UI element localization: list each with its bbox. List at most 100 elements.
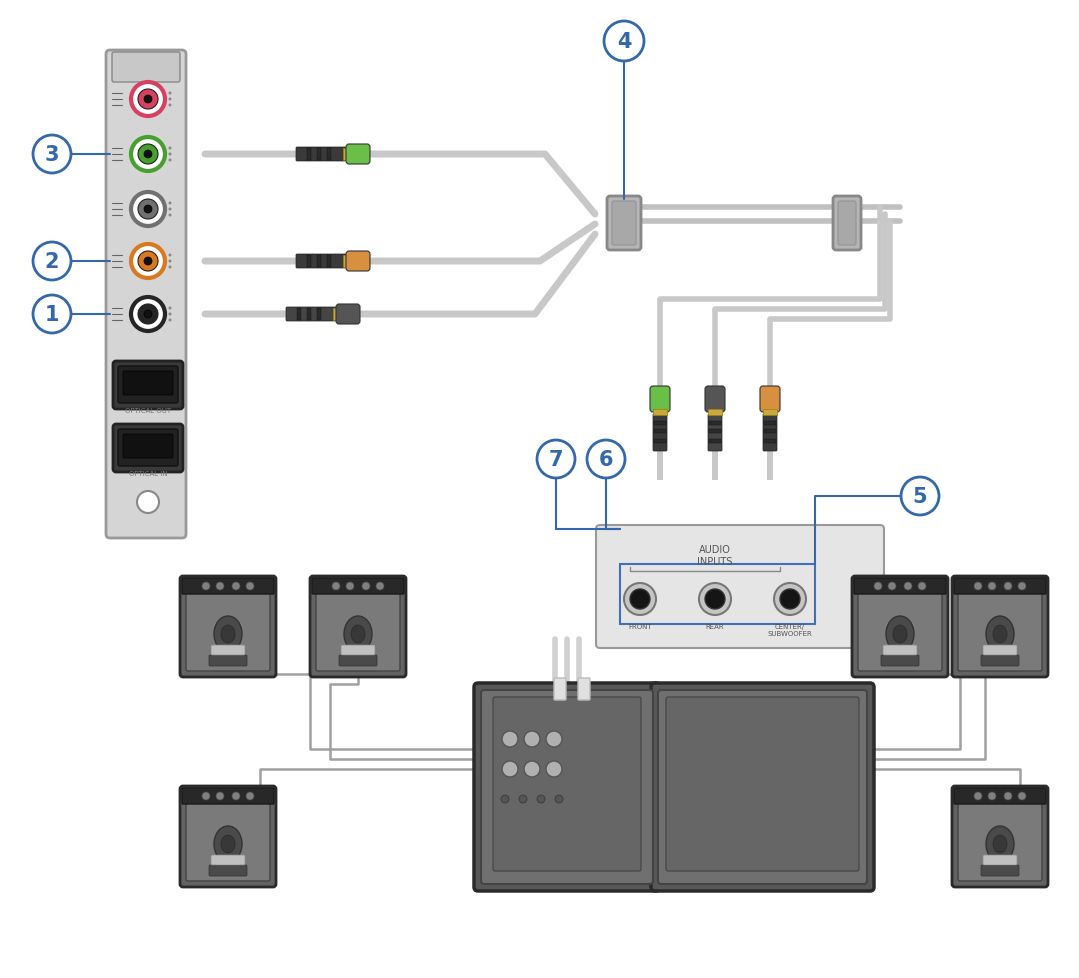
Ellipse shape [986, 616, 1014, 652]
Circle shape [138, 251, 158, 272]
Text: 6: 6 [599, 450, 613, 469]
Circle shape [604, 22, 644, 62]
FancyBboxPatch shape [653, 415, 667, 452]
Bar [657, 451, 663, 480]
Bar [654, 439, 666, 444]
Text: 1: 1 [44, 305, 59, 325]
Circle shape [138, 305, 158, 325]
FancyBboxPatch shape [763, 415, 777, 452]
Circle shape [246, 583, 254, 591]
Circle shape [332, 583, 340, 591]
Text: 3: 3 [44, 145, 59, 165]
Circle shape [699, 584, 730, 615]
FancyBboxPatch shape [346, 145, 370, 165]
Text: 7: 7 [549, 450, 563, 469]
Circle shape [168, 313, 172, 316]
Circle shape [537, 440, 575, 478]
Text: OPTICAL IN: OPTICAL IN [128, 470, 167, 476]
Ellipse shape [986, 826, 1014, 863]
Bar [654, 429, 666, 433]
Bar [333, 309, 339, 321]
FancyBboxPatch shape [612, 201, 636, 245]
FancyBboxPatch shape [341, 645, 375, 655]
FancyBboxPatch shape [113, 362, 183, 410]
Circle shape [144, 151, 152, 158]
FancyBboxPatch shape [658, 690, 868, 884]
Bar [620, 564, 815, 624]
Circle shape [168, 159, 172, 162]
Bar [709, 422, 721, 425]
Bar [317, 255, 320, 268]
Circle shape [33, 295, 71, 333]
FancyBboxPatch shape [209, 655, 247, 666]
FancyBboxPatch shape [650, 386, 670, 413]
FancyBboxPatch shape [312, 578, 404, 595]
FancyBboxPatch shape [493, 697, 641, 871]
Circle shape [216, 583, 224, 591]
Circle shape [216, 792, 224, 800]
Text: REAR: REAR [706, 623, 724, 630]
FancyBboxPatch shape [186, 792, 270, 881]
Ellipse shape [221, 835, 235, 853]
FancyBboxPatch shape [112, 53, 180, 83]
FancyBboxPatch shape [211, 645, 245, 655]
FancyBboxPatch shape [983, 645, 1017, 655]
Circle shape [144, 205, 152, 214]
Text: CENTER/
SUBWOOFER: CENTER/ SUBWOOFER [767, 623, 812, 637]
Circle shape [168, 202, 172, 205]
Circle shape [774, 584, 806, 615]
Ellipse shape [886, 616, 914, 652]
Circle shape [546, 761, 562, 778]
Circle shape [974, 583, 982, 591]
Text: AUDIO
INPUTS: AUDIO INPUTS [697, 545, 733, 566]
Circle shape [524, 761, 540, 778]
FancyBboxPatch shape [182, 788, 274, 804]
Bar [267, 152, 297, 157]
Bar [308, 309, 311, 321]
Bar [257, 312, 287, 318]
FancyBboxPatch shape [209, 866, 247, 876]
Circle shape [138, 90, 158, 110]
Ellipse shape [214, 826, 242, 863]
Circle shape [546, 732, 562, 747]
Circle shape [168, 148, 172, 151]
Circle shape [232, 792, 240, 800]
FancyBboxPatch shape [958, 583, 1042, 671]
Ellipse shape [351, 625, 365, 644]
Circle shape [138, 145, 158, 165]
Circle shape [1017, 583, 1026, 591]
FancyBboxPatch shape [651, 684, 874, 891]
Circle shape [138, 200, 158, 220]
Bar [308, 255, 311, 268]
FancyBboxPatch shape [607, 197, 641, 250]
FancyBboxPatch shape [182, 578, 274, 595]
Text: FRONT: FRONT [628, 623, 652, 630]
FancyBboxPatch shape [981, 866, 1019, 876]
Bar [110, 490, 122, 519]
FancyBboxPatch shape [596, 525, 884, 648]
FancyBboxPatch shape [838, 201, 856, 245]
Circle shape [361, 583, 370, 591]
Circle shape [555, 795, 563, 803]
Circle shape [901, 477, 939, 515]
Circle shape [33, 136, 71, 174]
Text: OPTICAL OUT: OPTICAL OUT [125, 408, 172, 414]
FancyBboxPatch shape [880, 655, 919, 666]
FancyBboxPatch shape [186, 583, 270, 671]
Bar [343, 149, 349, 160]
Circle shape [524, 732, 540, 747]
Bar [653, 410, 667, 416]
Circle shape [168, 260, 172, 263]
Circle shape [131, 138, 165, 172]
Circle shape [624, 584, 656, 615]
Bar [764, 422, 776, 425]
Circle shape [131, 244, 165, 279]
FancyBboxPatch shape [708, 415, 722, 452]
FancyBboxPatch shape [833, 197, 861, 250]
Bar [767, 451, 773, 480]
Bar [327, 149, 331, 160]
FancyBboxPatch shape [118, 429, 178, 467]
FancyBboxPatch shape [296, 148, 346, 161]
FancyBboxPatch shape [760, 386, 780, 413]
FancyBboxPatch shape [123, 434, 173, 459]
